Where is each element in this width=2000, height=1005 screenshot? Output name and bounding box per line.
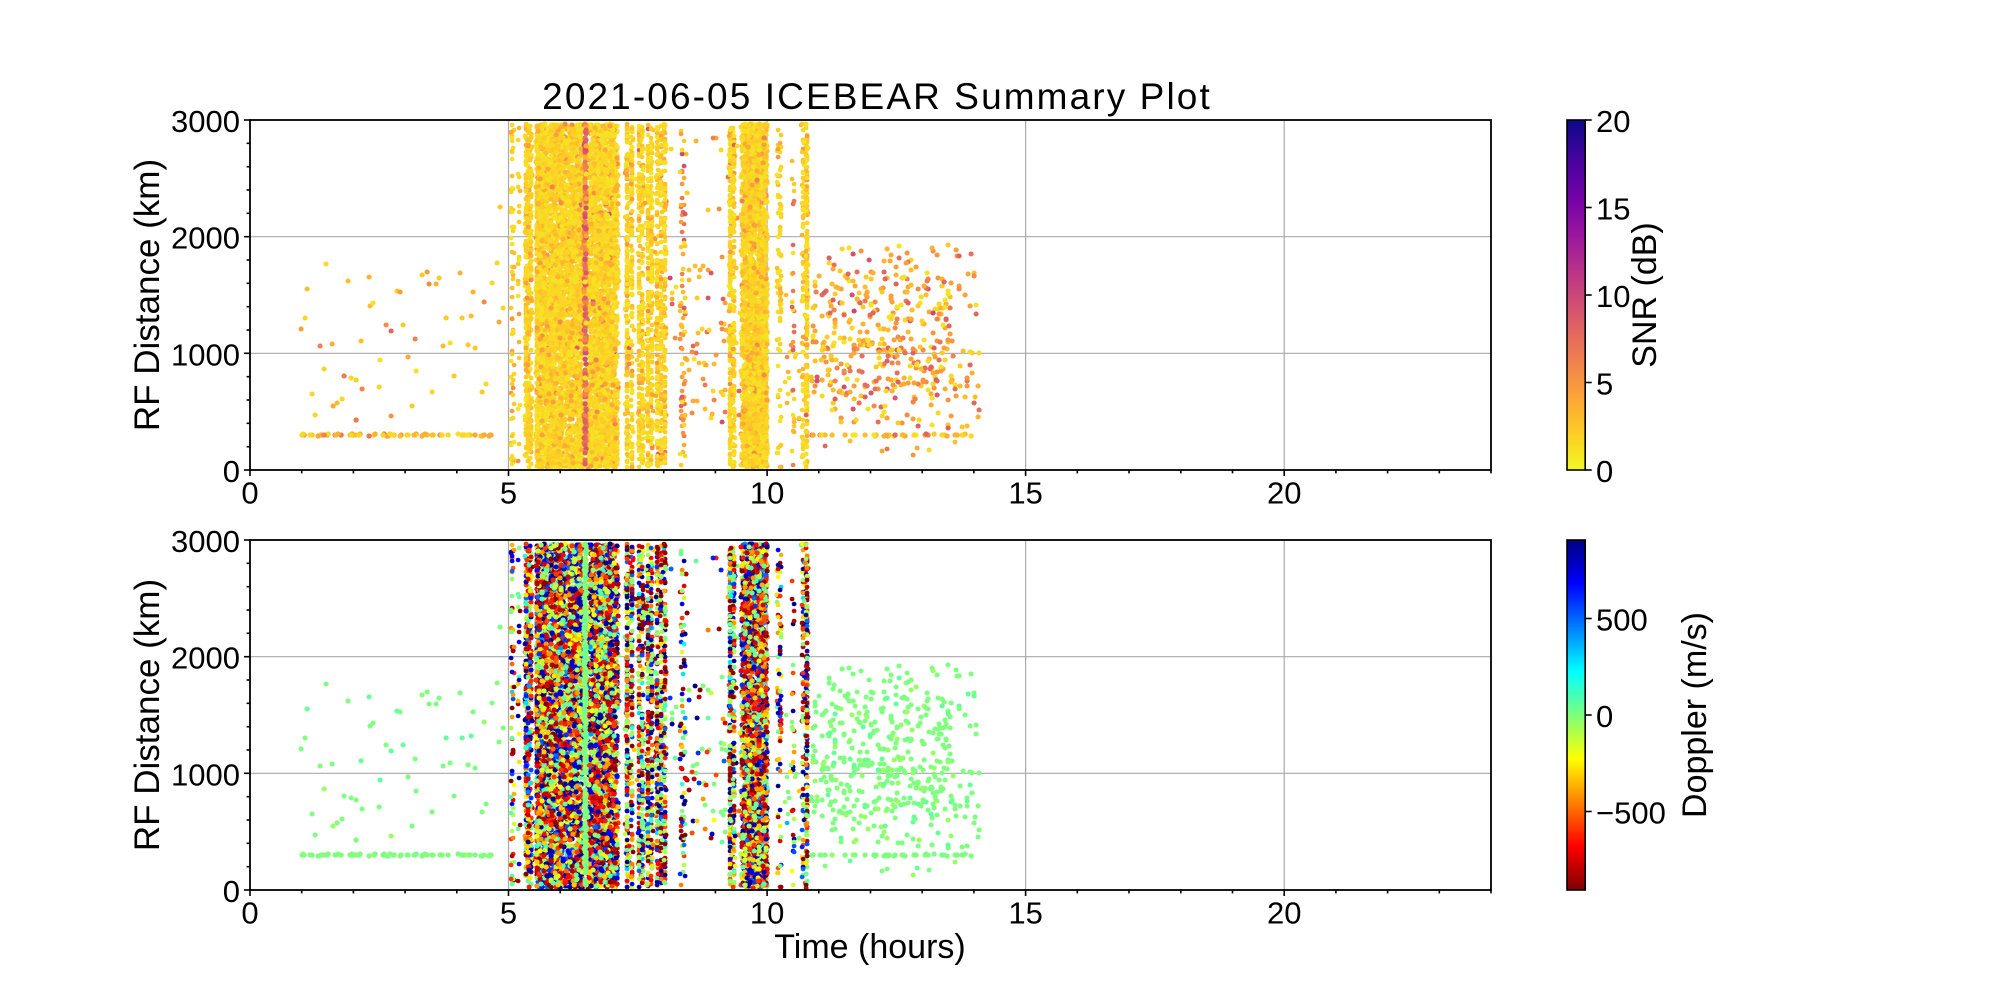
svg-text:SNR (dB): SNR (dB) [1626,222,1664,367]
svg-text:Time (hours): Time (hours) [774,928,965,966]
svg-text:2021-06-05 ICEBEAR Summary Plo: 2021-06-05 ICEBEAR Summary Plot [542,76,1212,117]
svg-text:RF Distance (km): RF Distance (km) [128,159,167,431]
svg-text:RF Distance (km): RF Distance (km) [128,579,167,851]
svg-text:1000: 1000 [171,337,240,372]
svg-text:2000: 2000 [171,221,240,256]
svg-text:−500: −500 [1596,796,1666,831]
svg-text:3000: 3000 [171,524,240,559]
svg-text:15: 15 [1008,896,1042,931]
svg-text:0: 0 [1596,699,1613,734]
svg-text:2000: 2000 [171,641,240,676]
svg-text:3000: 3000 [171,104,240,139]
svg-text:10: 10 [750,476,784,511]
svg-text:20: 20 [1267,896,1301,931]
svg-text:20: 20 [1596,104,1630,139]
svg-text:0: 0 [241,896,258,931]
svg-text:0: 0 [223,454,240,489]
svg-text:0: 0 [1596,454,1613,489]
svg-text:0: 0 [223,874,240,909]
svg-text:20: 20 [1267,476,1301,511]
svg-text:Doppler (m/s): Doppler (m/s) [1676,612,1714,818]
svg-text:500: 500 [1596,603,1648,638]
svg-text:1000: 1000 [171,757,240,792]
svg-text:10: 10 [1596,279,1630,314]
svg-text:15: 15 [1596,192,1630,227]
svg-text:5: 5 [500,476,517,511]
svg-text:0: 0 [241,476,258,511]
svg-text:15: 15 [1008,476,1042,511]
svg-text:5: 5 [1596,367,1613,402]
svg-text:10: 10 [750,896,784,931]
svg-text:5: 5 [500,896,517,931]
